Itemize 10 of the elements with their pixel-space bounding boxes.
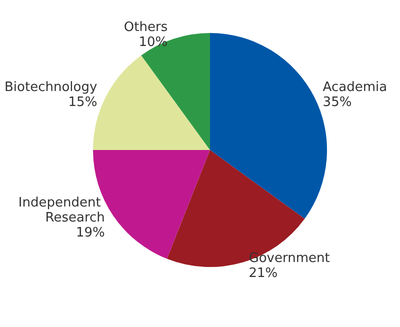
slice-label: Independent Research bbox=[18, 196, 105, 226]
data-label: 21% bbox=[248, 266, 278, 282]
data-label: 15% bbox=[68, 95, 98, 110]
data-label: 19% bbox=[76, 226, 105, 241]
slice-label: Government bbox=[248, 251, 330, 266]
slice-label: Others bbox=[124, 20, 168, 35]
data-label: 10% bbox=[138, 34, 168, 50]
data-label: 35% bbox=[322, 95, 352, 110]
slice-label: Academia bbox=[322, 80, 388, 96]
slice-label: Biotechnology bbox=[4, 80, 98, 96]
